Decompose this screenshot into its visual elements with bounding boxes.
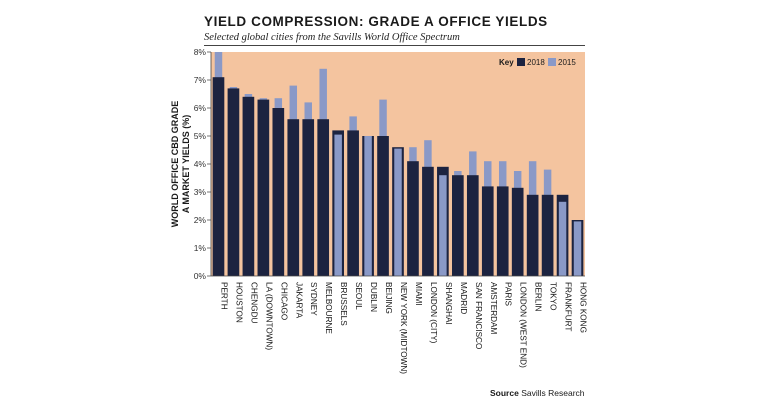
chart-subtitle: Selected global cities from the Savills … (204, 32, 460, 43)
x-tick-label: CHICAGO (279, 282, 288, 320)
bar-2018 (377, 136, 389, 276)
bar-2015 (394, 148, 402, 276)
bar-2018 (302, 119, 315, 276)
y-tick-label: 6% (194, 103, 207, 113)
source-text: Savills Research (521, 388, 585, 398)
x-tick-label: FRANKFURT (564, 282, 573, 331)
x-tick-label: SEOUL (354, 282, 363, 310)
source-label: Source (490, 388, 519, 398)
x-tick-label: SYDNEY (309, 282, 318, 316)
y-tick-label: 5% (194, 131, 207, 141)
x-tick-label: LONDON (WEST END) (519, 282, 528, 368)
x-tick-label: HONG KONG (579, 282, 588, 333)
legend-title: Key (499, 58, 514, 67)
x-tick-label: JAKARTA (294, 282, 303, 319)
y-tick-label: 0% (194, 271, 207, 281)
x-tick-label: AMSTERDAM (489, 282, 498, 334)
bar-2015 (573, 221, 582, 276)
x-tick-label: LA (DOWNTOWN) (264, 282, 273, 350)
x-tick-label: MELBOURNE (324, 282, 333, 334)
bar-2018 (466, 175, 479, 276)
bar-2018 (257, 99, 270, 276)
title-rule (204, 45, 585, 46)
source-note: Source Savills Research (490, 388, 585, 398)
x-tick-label: SHANGHAI (444, 282, 453, 325)
bar-2018 (227, 88, 240, 277)
bar-2018 (407, 161, 419, 276)
y-axis-label-line2: A MARKET YIELDS (%) (181, 115, 191, 214)
bar-2018 (272, 108, 285, 276)
bar-2015 (364, 136, 372, 276)
y-tick-label: 2% (194, 215, 207, 225)
legend-label-2015: 2015 (558, 58, 576, 67)
bar-2018 (452, 175, 464, 276)
y-tick-label: 3% (194, 187, 207, 197)
y-axis-label: WORLD OFFICE CBD GRADEA MARKET YIELDS (%… (170, 101, 191, 228)
bar-2015 (439, 175, 447, 276)
y-tick-label: 8% (194, 47, 207, 57)
x-tick-label: BEIJING (384, 282, 393, 314)
bar-2015 (558, 201, 567, 276)
x-tick-label: PERTH (219, 282, 228, 310)
x-tick-label: SAN FRANCISCO (474, 282, 483, 349)
bar-2018 (317, 119, 330, 276)
bar-2018 (511, 187, 524, 276)
x-tick-label: TOKYO (549, 282, 558, 311)
y-tick-label: 7% (194, 75, 207, 85)
bar-2018 (242, 96, 255, 276)
x-tick-label: NEW YORK (MIDTOWN) (399, 282, 408, 374)
bar-2018 (526, 194, 539, 276)
bar-2018 (541, 194, 554, 276)
bar-2018 (481, 186, 494, 276)
x-tick-label: HOUSTON (234, 282, 243, 323)
bar-2018 (347, 130, 359, 276)
bar-2015 (334, 134, 342, 276)
y-axis-label-line1: WORLD OFFICE CBD GRADE (170, 101, 180, 228)
x-tick-label: BRUSSELS (339, 282, 348, 326)
x-tick-label: MIAMI (414, 282, 423, 306)
legend-swatch-2018 (517, 58, 525, 66)
x-tick-label: PARIS (504, 282, 513, 307)
legend-label-2018: 2018 (527, 58, 545, 67)
x-tick-label: BERLIN (534, 282, 543, 312)
bar-2018 (212, 77, 225, 276)
x-tick-label: DUBLIN (369, 282, 378, 312)
x-tick-label: MADRID (459, 282, 468, 314)
y-tick-label: 1% (194, 243, 207, 253)
y-tick-label: 4% (194, 159, 207, 169)
x-tick-label: LONDON (CITY) (429, 282, 438, 344)
bar-2018 (287, 119, 300, 276)
bar-2018 (496, 186, 509, 276)
bar-2018 (422, 166, 434, 276)
legend-swatch-2015 (548, 58, 556, 66)
x-tick-label: CHENGDU (249, 282, 258, 323)
chart-title: YIELD COMPRESSION: GRADE A OFFICE YIELDS (204, 14, 548, 29)
